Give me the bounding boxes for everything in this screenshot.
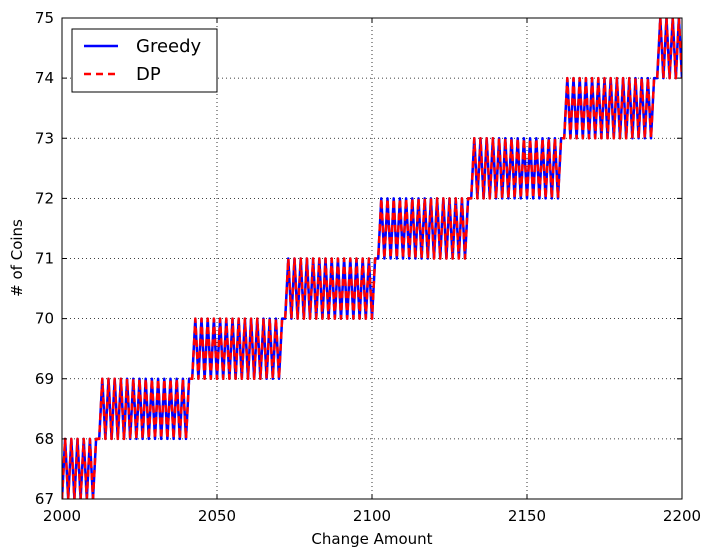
y-axis-label: # of Coins — [8, 219, 26, 297]
legend: Greedy DP — [71, 28, 218, 93]
y-tick-label: 72 — [35, 189, 54, 207]
y-tick-label: 67 — [35, 490, 54, 508]
y-tick-label: 75 — [35, 9, 54, 27]
y-tick-label: 68 — [35, 430, 54, 448]
legend-label-dp: DP — [136, 64, 161, 85]
ticks: 2000 2050 2100 2150 2200 67 68 69 70 71 72 73 74 75 — [35, 9, 701, 525]
y-tick-label: 70 — [35, 310, 54, 328]
legend-label-greedy: Greedy — [136, 36, 202, 57]
legend-box — [71, 28, 218, 93]
x-tick-label: 2100 — [353, 507, 391, 525]
x-tick-label: 2000 — [43, 507, 81, 525]
series-line-dp — [62, 18, 682, 499]
y-tick-label: 71 — [35, 250, 54, 268]
y-tick-label: 69 — [35, 370, 54, 388]
y-tick-label: 73 — [35, 129, 54, 147]
x-axis-label: Change Amount — [311, 530, 432, 548]
series-layer — [62, 18, 682, 499]
x-tick-label: 2200 — [663, 507, 701, 525]
y-tick-label: 74 — [35, 69, 54, 87]
x-tick-label: 2050 — [198, 507, 236, 525]
x-tick-label: 2150 — [508, 507, 546, 525]
grid — [62, 18, 682, 499]
